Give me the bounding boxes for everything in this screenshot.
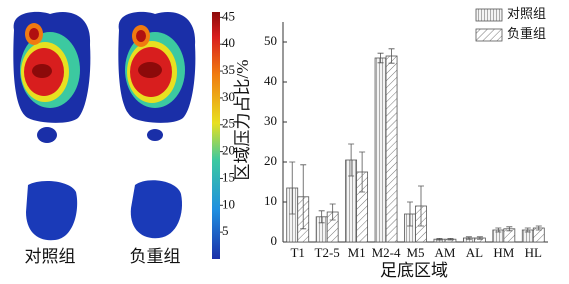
y-tick-label: 20 xyxy=(264,153,277,168)
x-tick-label: AM xyxy=(434,245,455,260)
colorbar-tick-label: 25 xyxy=(222,116,235,131)
legend-label: 对照组 xyxy=(507,6,546,21)
colorbar-tick-label: 40 xyxy=(222,35,235,50)
colorbar-tick-label: 35 xyxy=(222,62,235,77)
y-tick-label: 40 xyxy=(264,73,277,88)
y-axis-label: 区域压力占比/% xyxy=(233,60,252,181)
y-tick-label: 10 xyxy=(264,193,277,208)
x-tick-label: T2-5 xyxy=(315,245,340,260)
colorbar-tick-label: 5 xyxy=(222,223,229,238)
x-tick-label: M5 xyxy=(406,245,424,260)
x-axis-label: 足底区域 xyxy=(380,261,448,280)
legend-swatch xyxy=(476,9,502,21)
figure: 对照组 负重组 区域压力占比/% 足底区域 5 10 15 20 25 30 35 40 45 0… xyxy=(0,0,569,284)
bar xyxy=(375,58,386,242)
x-tick-label: M1 xyxy=(348,245,366,260)
colorbar xyxy=(212,12,220,259)
x-tick-label: T1 xyxy=(290,245,304,260)
colorbar-tick-label: 20 xyxy=(222,143,235,158)
legend-swatch xyxy=(476,29,502,41)
y-tick-label: 50 xyxy=(264,33,277,48)
legend-label: 负重组 xyxy=(507,26,546,41)
foot-maps xyxy=(13,12,195,240)
x-tick-label: M2-4 xyxy=(372,245,401,260)
y-tick-label: 0 xyxy=(271,233,278,248)
foot-label: 负重组 xyxy=(130,247,181,266)
x-tick-label: AL xyxy=(466,245,483,260)
bar xyxy=(386,56,397,242)
foot-label: 对照组 xyxy=(25,247,76,266)
colorbar-tick-label: 10 xyxy=(222,196,235,211)
colorbar-tick-label: 30 xyxy=(222,89,235,104)
colorbar-tick-label: 45 xyxy=(222,8,235,23)
colorbar-tick-label: 15 xyxy=(222,169,235,184)
y-tick-label: 30 xyxy=(264,113,277,128)
x-tick-label: HL xyxy=(525,245,542,260)
x-tick-label: HM xyxy=(493,245,514,260)
